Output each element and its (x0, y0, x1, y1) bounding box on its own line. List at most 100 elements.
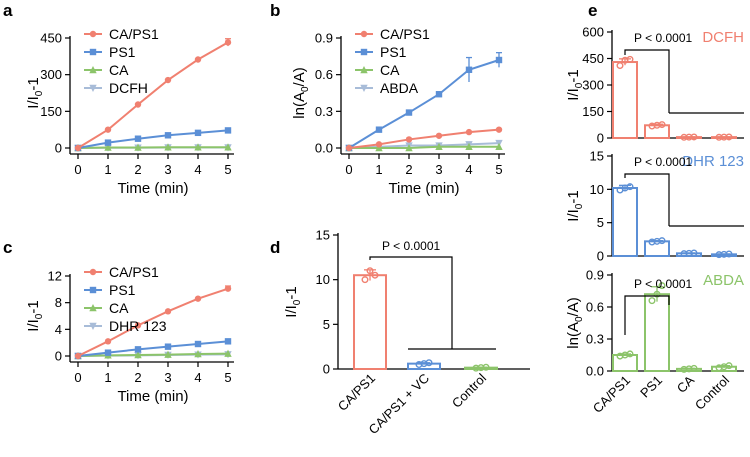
y-tick-label: 0.0 (315, 141, 333, 156)
bar-group (644, 121, 670, 139)
data-point (405, 109, 413, 116)
data-point (375, 126, 383, 133)
p-value-label: P < 0.0001 (634, 155, 692, 169)
y-tick-label: 10 (590, 182, 604, 197)
data-point (104, 126, 112, 133)
y-tick-label: 300 (582, 78, 604, 93)
x-axis-title: Time (min) (117, 180, 188, 197)
legend-marker (360, 84, 368, 92)
bar-group (644, 282, 670, 373)
y-axis-title: I/I0-1 (283, 286, 303, 317)
series-line (348, 142, 500, 149)
legend-label: PS1 (380, 44, 407, 60)
legend-marker (89, 30, 97, 38)
x-axis-title: Time (min) (388, 180, 459, 197)
data-point (164, 343, 172, 350)
data-point (194, 350, 202, 358)
bracket-line (624, 49, 670, 113)
x-tick-label: 4 (194, 370, 201, 385)
data-point (690, 364, 698, 372)
data-point (224, 39, 232, 46)
panel-letter: e (588, 1, 597, 20)
data-point (194, 143, 202, 151)
x-tick-label: Control (449, 370, 489, 410)
data-point (134, 351, 142, 359)
y-axis-title: I/I0-1 (25, 300, 45, 331)
data-point (375, 141, 383, 148)
data-point (194, 295, 202, 302)
bar-group (711, 133, 737, 141)
data-point (104, 139, 112, 146)
y-tick-label: 0 (323, 362, 330, 377)
x-tick-label: 1 (375, 162, 382, 177)
data-point (164, 143, 172, 151)
data-point (104, 338, 112, 345)
data-point (405, 136, 413, 143)
legend-label: CA/PS1 (380, 26, 430, 42)
x-tick-label: 5 (224, 162, 231, 177)
legend: CA/PS1 PS1 CA DCFH (84, 26, 159, 96)
x-tick-label: 4 (194, 162, 201, 177)
data-point (626, 55, 634, 63)
subplot-tag: ABDA (703, 272, 744, 289)
data-point (495, 56, 503, 64)
data-point (375, 144, 383, 152)
y-tick-label: 0 (55, 349, 62, 364)
panel-letter: a (3, 1, 13, 20)
y-tick-label: 15 (590, 149, 604, 164)
data-point (616, 62, 624, 70)
y-tick-label: 0 (597, 131, 604, 146)
data-point (224, 285, 232, 292)
p-value-label: P < 0.0001 (634, 31, 692, 45)
series-ca-ps1 (74, 38, 232, 152)
data-point (361, 276, 369, 284)
x-tick-label: 2 (405, 162, 412, 177)
data-point (495, 142, 503, 150)
x-tick-label: 3 (164, 162, 171, 177)
legend-marker (360, 48, 368, 56)
data-point (224, 143, 232, 151)
bar-group (644, 237, 670, 257)
series-line (77, 352, 229, 357)
legend: CA/PS1 PS1 CA ABDA (355, 26, 430, 96)
bar-group (676, 249, 702, 258)
data-point (194, 340, 202, 348)
data-point (465, 142, 473, 150)
x-tick-label: CA (674, 372, 698, 396)
legend-marker (89, 48, 97, 56)
series-ca-ps1 (74, 285, 232, 360)
bracket-line (369, 256, 453, 349)
data-point (658, 282, 666, 290)
y-tick-label: 12 (48, 269, 62, 284)
legend-label: CA/PS1 (109, 26, 159, 42)
y-tick-label: 0.9 (586, 268, 604, 283)
bar-group (676, 364, 702, 373)
panel-e: e 0 150 300 450 600 I/I0-1 DCFH P < 0.0001 0 5 10 15… (565, 1, 744, 416)
data-point (74, 352, 82, 360)
legend-label: PS1 (109, 44, 136, 60)
y-tick-label: 150 (582, 104, 604, 119)
series-ps1 (345, 52, 503, 152)
x-tick-label: PS1 (637, 373, 665, 401)
data-point (104, 143, 112, 151)
y-tick-label: 150 (40, 104, 62, 119)
data-point (658, 121, 666, 129)
panel-letter: d (270, 238, 280, 257)
x-tick-label: 0 (345, 162, 352, 177)
x-tick-label: 3 (164, 370, 171, 385)
legend-label: DCFH (109, 80, 148, 96)
legend-marker (89, 286, 97, 294)
series-line (77, 146, 228, 149)
bar (644, 293, 670, 373)
y-tick-label: 0 (55, 141, 62, 156)
x-tick-label: CA/PS1 (590, 373, 633, 416)
data-point (405, 144, 413, 152)
series-line (77, 287, 229, 357)
p-value-label: P < 0.0001 (634, 277, 692, 291)
data-point (626, 183, 634, 191)
x-tick-label: 5 (224, 370, 231, 385)
data-point (495, 126, 503, 133)
series-ca-ps1 (345, 126, 503, 152)
